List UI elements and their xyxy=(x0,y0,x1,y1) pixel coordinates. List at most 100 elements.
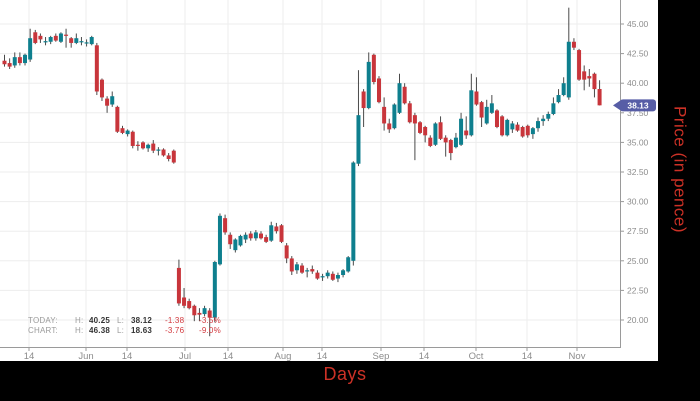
candle-body[interactable] xyxy=(171,150,176,163)
candle-body[interactable] xyxy=(561,83,566,96)
candle-body[interactable] xyxy=(361,91,366,109)
candle-body[interactable] xyxy=(371,54,376,83)
candle-body[interactable] xyxy=(356,115,361,164)
candle-body[interactable] xyxy=(269,225,274,241)
candle-body[interactable] xyxy=(505,119,510,136)
candle-body[interactable] xyxy=(448,140,453,154)
candle-body[interactable] xyxy=(382,106,387,124)
candle-body[interactable] xyxy=(7,63,12,67)
candle-body[interactable] xyxy=(418,122,423,133)
candle-body[interactable] xyxy=(202,308,207,315)
candle-body[interactable] xyxy=(566,41,571,98)
candle-body[interactable] xyxy=(259,233,263,239)
candle-body[interactable] xyxy=(243,234,248,240)
candle-body[interactable] xyxy=(248,233,253,239)
candle-body[interactable] xyxy=(166,155,171,159)
candle-body[interactable] xyxy=(84,42,89,44)
candle-body[interactable] xyxy=(300,265,305,273)
candle-body[interactable] xyxy=(89,37,94,45)
candlestick-chart[interactable]: 45.00 42.50 40.00 37.50 35.00 32.50 30.00 27.50… xyxy=(0,0,658,361)
candle-body[interactable] xyxy=(48,37,53,42)
candle-body[interactable] xyxy=(125,130,130,135)
candle-body[interactable] xyxy=(397,83,402,113)
candle-body[interactable] xyxy=(587,76,592,79)
candle-body[interactable] xyxy=(151,143,156,151)
candle-body[interactable] xyxy=(433,123,438,145)
candle-body[interactable] xyxy=(510,123,515,130)
candle-body[interactable] xyxy=(233,239,238,251)
candle-body[interactable] xyxy=(38,35,43,40)
candle-body[interactable] xyxy=(115,106,120,132)
candle-body[interactable] xyxy=(341,270,346,276)
candle-body[interactable] xyxy=(253,232,258,239)
candle-body[interactable] xyxy=(120,128,125,133)
candle-body[interactable] xyxy=(366,61,371,109)
candle-body[interactable] xyxy=(33,32,38,43)
candle-body[interactable] xyxy=(551,103,556,114)
candle-body[interactable] xyxy=(217,215,222,265)
candle-body[interactable] xyxy=(459,118,464,145)
candle-body[interactable] xyxy=(146,144,151,149)
candle-body[interactable] xyxy=(156,149,161,151)
candle-body[interactable] xyxy=(192,305,197,316)
candle-body[interactable] xyxy=(515,124,520,131)
candle-body[interactable] xyxy=(228,234,233,245)
candle-body[interactable] xyxy=(110,96,115,105)
candle-body[interactable] xyxy=(284,245,289,259)
candle-body[interactable] xyxy=(335,275,340,279)
candle-body[interactable] xyxy=(546,113,551,119)
candle-body[interactable] xyxy=(387,123,392,130)
candle-body[interactable] xyxy=(182,297,187,306)
candle-body[interactable] xyxy=(443,137,448,143)
candle-body[interactable] xyxy=(469,90,474,136)
candle-body[interactable] xyxy=(58,33,63,42)
candle-body[interactable] xyxy=(43,41,48,43)
candle-body[interactable] xyxy=(99,79,104,98)
candle-body[interactable] xyxy=(325,272,330,277)
candle-body[interactable] xyxy=(402,86,407,104)
candle-body[interactable] xyxy=(520,127,525,137)
candle-body[interactable] xyxy=(464,130,469,136)
candle-body[interactable] xyxy=(310,269,315,272)
candle-body[interactable] xyxy=(135,144,140,146)
candle-body[interactable] xyxy=(489,103,494,113)
candle-body[interactable] xyxy=(289,258,294,272)
candle-body[interactable] xyxy=(274,226,279,232)
candle-body[interactable] xyxy=(392,104,397,129)
candle-body[interactable] xyxy=(484,106,489,124)
candle-body[interactable] xyxy=(17,57,22,64)
candle-body[interactable] xyxy=(541,118,546,122)
candle-body[interactable] xyxy=(474,91,479,105)
candle-body[interactable] xyxy=(94,45,99,92)
candle-body[interactable] xyxy=(294,264,299,271)
candle-body[interactable] xyxy=(64,34,69,36)
candle-body[interactable] xyxy=(530,128,535,135)
candle-body[interactable] xyxy=(428,137,433,146)
candle-body[interactable] xyxy=(223,218,228,233)
candle-body[interactable] xyxy=(582,71,587,80)
candle-body[interactable] xyxy=(330,273,335,280)
candle-body[interactable] xyxy=(264,237,269,242)
candle-body[interactable] xyxy=(130,131,135,146)
candle-body[interactable] xyxy=(2,60,7,65)
candle-body[interactable] xyxy=(571,41,576,48)
candle-body[interactable] xyxy=(212,261,217,318)
candle-body[interactable] xyxy=(105,98,110,106)
candle-body[interactable] xyxy=(453,137,458,148)
candle-body[interactable] xyxy=(597,89,602,106)
candle-body[interactable] xyxy=(320,276,325,278)
candle-body[interactable] xyxy=(412,115,417,124)
candle-body[interactable] xyxy=(53,35,58,41)
candle-body[interactable] xyxy=(500,116,505,136)
candle-body[interactable] xyxy=(23,54,28,64)
candle-body[interactable] xyxy=(305,270,310,272)
candle-body[interactable] xyxy=(438,122,443,139)
candle-body[interactable] xyxy=(197,312,202,315)
candle-body[interactable] xyxy=(28,38,33,60)
candle-body[interactable] xyxy=(536,121,541,129)
candle-body[interactable] xyxy=(577,50,582,80)
candle-body[interactable] xyxy=(494,110,499,128)
candle-body[interactable] xyxy=(176,267,181,304)
candle-body[interactable] xyxy=(69,38,74,43)
candle-body[interactable] xyxy=(525,125,530,136)
